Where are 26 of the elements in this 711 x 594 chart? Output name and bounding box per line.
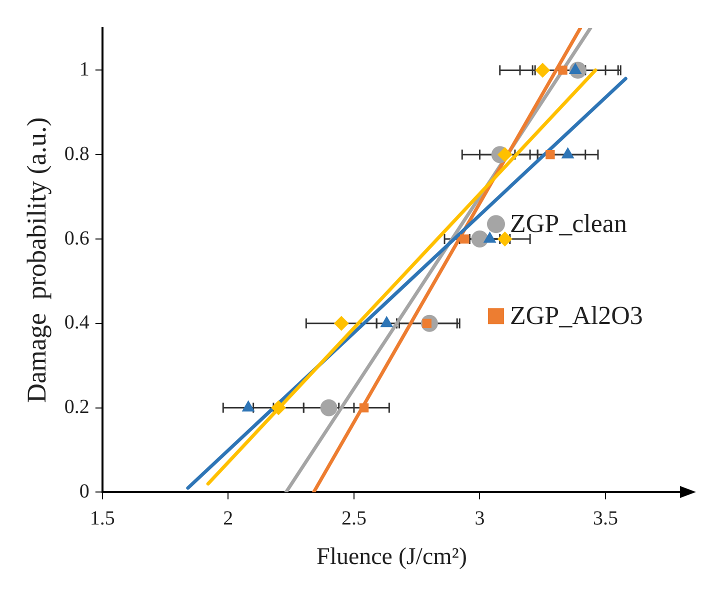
point xyxy=(558,66,568,75)
y-tick-label: 1 xyxy=(79,58,90,80)
x-tick-label: 3 xyxy=(474,507,485,530)
point xyxy=(471,230,488,248)
point xyxy=(497,232,512,246)
point xyxy=(334,316,349,331)
legend-label: ZGP_clean xyxy=(510,208,627,238)
point xyxy=(546,150,555,160)
x-axis-title: Fluence (J/cm²) xyxy=(316,544,467,570)
y-tick-label: 0.4 xyxy=(64,312,90,334)
y-tick-label: 0 xyxy=(79,480,90,502)
x-tick-label: 2 xyxy=(223,507,234,530)
point xyxy=(320,399,338,416)
y-tick-label: 0.6 xyxy=(64,227,90,250)
x-tick-label: 3.5 xyxy=(593,507,618,530)
point xyxy=(359,403,369,412)
point xyxy=(460,234,470,244)
point xyxy=(535,62,550,78)
y-tick-label: 0.2 xyxy=(64,396,90,418)
x-tick-label: 2.5 xyxy=(341,507,366,530)
point xyxy=(270,400,286,416)
y-tick-label: 0.8 xyxy=(64,142,90,165)
x-tick-label: 1.5 xyxy=(90,507,115,530)
point xyxy=(497,147,512,162)
y-axis-title: Damage probability (a.u.) xyxy=(21,117,52,403)
legend-label: ZGP_Al2O3 xyxy=(510,300,643,330)
